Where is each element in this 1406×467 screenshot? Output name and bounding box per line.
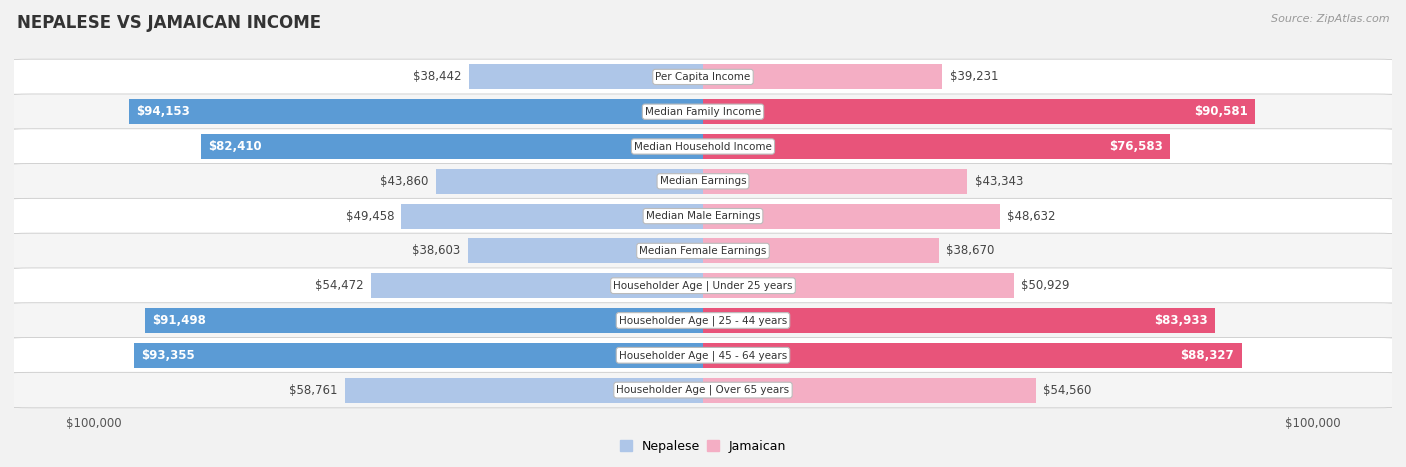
Text: $38,442: $38,442	[413, 71, 461, 84]
Text: $49,458: $49,458	[346, 210, 394, 223]
Bar	[344, 377, 703, 403]
Text: $76,583: $76,583	[1109, 140, 1163, 153]
Text: Median Male Earnings: Median Male Earnings	[645, 211, 761, 221]
Legend: Nepalese, Jamaican: Nepalese, Jamaican	[614, 435, 792, 458]
FancyBboxPatch shape	[8, 94, 1398, 129]
Text: $38,603: $38,603	[412, 244, 460, 257]
Text: Source: ZipAtlas.com: Source: ZipAtlas.com	[1271, 14, 1389, 24]
Text: $38,670: $38,670	[946, 244, 994, 257]
Text: $83,933: $83,933	[1154, 314, 1208, 327]
Bar	[129, 99, 703, 124]
Text: $54,472: $54,472	[315, 279, 364, 292]
Bar	[703, 343, 1241, 368]
Text: $43,343: $43,343	[974, 175, 1024, 188]
Text: Householder Age | Under 25 years: Householder Age | Under 25 years	[613, 281, 793, 291]
Bar	[145, 308, 703, 333]
Text: Median Female Earnings: Median Female Earnings	[640, 246, 766, 256]
FancyBboxPatch shape	[8, 372, 1398, 408]
Text: $43,860: $43,860	[380, 175, 429, 188]
Bar	[134, 343, 703, 368]
Text: Householder Age | Over 65 years: Householder Age | Over 65 years	[616, 385, 790, 396]
Text: $50,929: $50,929	[1021, 279, 1070, 292]
FancyBboxPatch shape	[8, 233, 1398, 269]
Text: $90,581: $90,581	[1194, 105, 1249, 118]
Bar	[703, 134, 1170, 159]
FancyBboxPatch shape	[8, 268, 1398, 304]
FancyBboxPatch shape	[8, 129, 1398, 164]
Bar	[402, 204, 703, 229]
Text: $88,327: $88,327	[1181, 349, 1234, 362]
Text: Per Capita Income: Per Capita Income	[655, 72, 751, 82]
Bar	[468, 64, 703, 90]
Text: Median Household Income: Median Household Income	[634, 142, 772, 151]
FancyBboxPatch shape	[8, 59, 1398, 95]
Text: Householder Age | 25 - 44 years: Householder Age | 25 - 44 years	[619, 315, 787, 326]
Text: NEPALESE VS JAMAICAN INCOME: NEPALESE VS JAMAICAN INCOME	[17, 14, 321, 32]
Bar	[703, 169, 967, 194]
Text: Median Earnings: Median Earnings	[659, 177, 747, 186]
FancyBboxPatch shape	[8, 198, 1398, 234]
Bar	[468, 238, 703, 263]
Text: Median Family Income: Median Family Income	[645, 107, 761, 117]
Text: $93,355: $93,355	[141, 349, 195, 362]
Text: $39,231: $39,231	[949, 71, 998, 84]
Bar	[703, 273, 1014, 298]
Text: $58,761: $58,761	[288, 383, 337, 396]
Text: $82,410: $82,410	[208, 140, 262, 153]
Bar	[371, 273, 703, 298]
Bar	[703, 204, 1000, 229]
Bar	[703, 64, 942, 90]
Text: $48,632: $48,632	[1007, 210, 1056, 223]
FancyBboxPatch shape	[8, 303, 1398, 338]
FancyBboxPatch shape	[8, 163, 1398, 199]
Bar	[703, 308, 1215, 333]
Bar	[201, 134, 703, 159]
Bar	[703, 99, 1256, 124]
Text: Householder Age | 45 - 64 years: Householder Age | 45 - 64 years	[619, 350, 787, 361]
FancyBboxPatch shape	[8, 338, 1398, 373]
Bar	[703, 238, 939, 263]
Text: $94,153: $94,153	[136, 105, 190, 118]
Bar	[703, 377, 1036, 403]
Text: $54,560: $54,560	[1043, 383, 1091, 396]
Text: $91,498: $91,498	[152, 314, 207, 327]
Bar	[436, 169, 703, 194]
